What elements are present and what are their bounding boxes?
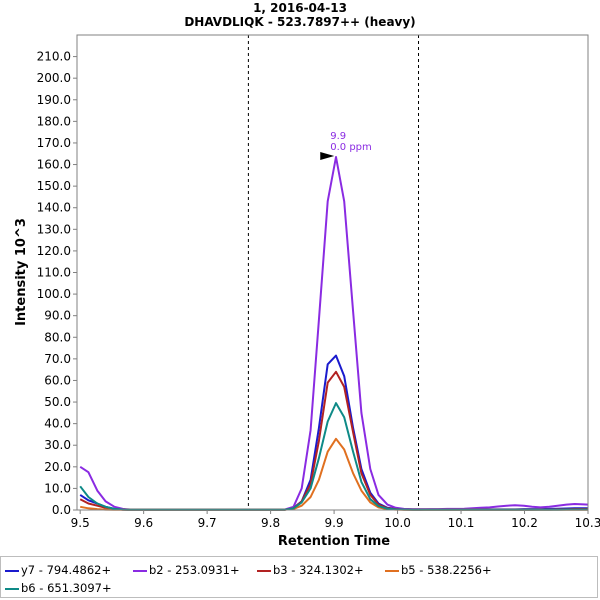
y-tick-label: 140.0 xyxy=(37,201,71,215)
legend: y7 - 794.4862+ b2 - 253.0931+ b3 - 324.1… xyxy=(0,556,598,598)
legend-swatch-icon xyxy=(5,587,19,590)
y-tick-label: 60.0 xyxy=(44,373,71,387)
x-axis-label: Retention Time xyxy=(278,534,390,549)
chart-subtitle: DHAVDLIQK - 523.7897++ (heavy) xyxy=(184,15,415,29)
x-tick-label: 9.8 xyxy=(261,516,280,530)
y-tick-label: 70.0 xyxy=(44,352,71,366)
legend-item-b5[interactable]: b5 - 538.2256+ xyxy=(385,561,492,579)
y-tick-label: 170.0 xyxy=(37,136,71,150)
legend-label: b2 - 253.0931+ xyxy=(149,563,240,577)
y-tick-label: 110.0 xyxy=(37,266,71,280)
y-tick-label: 100.0 xyxy=(37,287,71,301)
y-tick-label: 130.0 xyxy=(37,222,71,236)
plot-area xyxy=(77,35,588,510)
legend-label: b6 - 651.3097+ xyxy=(21,581,112,595)
peak-marker xyxy=(320,151,335,160)
y-tick-label: 160.0 xyxy=(37,158,71,172)
y-tick-label: 180.0 xyxy=(37,114,71,128)
legend-item-b2[interactable]: b2 - 253.0931+ xyxy=(133,561,240,579)
peak-annotation: 9.9 0.0 ppm xyxy=(320,131,372,160)
chromatogram-chart: 1, 2016-04-13 DHAVDLIQK - 523.7897++ (he… xyxy=(14,1,600,549)
legend-label: b3 - 324.1302+ xyxy=(273,563,364,577)
y-tick-label: 50.0 xyxy=(44,395,71,409)
x-tick-label: 10.3 xyxy=(575,516,600,530)
y-tick-label: 10.0 xyxy=(44,481,71,495)
x-tick-label: 10.1 xyxy=(448,516,475,530)
peak-rt-label: 9.9 xyxy=(330,131,346,142)
legend-swatch-icon xyxy=(257,569,271,572)
y-tick-label: 210.0 xyxy=(37,50,71,64)
y-tick-label: 0.0 xyxy=(52,503,71,517)
peak-ppm-label: 0.0 ppm xyxy=(330,142,372,153)
y-tick-label: 20.0 xyxy=(44,460,71,474)
y-tick-label: 190.0 xyxy=(37,93,71,107)
y-tick-label: 90.0 xyxy=(44,309,71,323)
y-tick-label: 40.0 xyxy=(44,417,71,431)
y-tick-label: 80.0 xyxy=(44,330,71,344)
y-tick-label: 200.0 xyxy=(37,71,71,85)
plot-frame xyxy=(76,34,589,511)
axes: 0.0 10.0 20.0 30.0 40.0 50.0 60.0 70.0 80.0 90.0 1… xyxy=(37,34,600,530)
x-tick-label: 9.7 xyxy=(198,516,217,530)
x-tick-label: 10.2 xyxy=(511,516,538,530)
legend-item-b6[interactable]: b6 - 651.3097+ xyxy=(5,579,112,597)
legend-swatch-icon xyxy=(133,569,147,572)
plot-background xyxy=(77,35,588,510)
chart-title: 1, 2016-04-13 xyxy=(253,1,347,15)
y-tick-label: 120.0 xyxy=(37,244,71,258)
boundary-lines xyxy=(247,35,420,510)
x-tick-label: 9.6 xyxy=(134,516,153,530)
legend-item-b3[interactable]: b3 - 324.1302+ xyxy=(257,561,364,579)
x-tick-label: 9.5 xyxy=(71,516,90,530)
y-axis-label: Intensity 10^3 xyxy=(14,218,29,326)
legend-swatch-icon xyxy=(385,569,399,572)
legend-item-y7[interactable]: y7 - 794.4862+ xyxy=(5,561,111,579)
legend-swatch-icon xyxy=(5,569,19,572)
y-tick-label: 150.0 xyxy=(37,179,71,193)
y-tick-label: 30.0 xyxy=(44,438,71,452)
x-tick-label: 9.9 xyxy=(325,516,344,530)
x-tick-label: 10.0 xyxy=(384,516,411,530)
legend-label: y7 - 794.4862+ xyxy=(21,563,112,577)
legend-label: b5 - 538.2256+ xyxy=(401,563,492,577)
